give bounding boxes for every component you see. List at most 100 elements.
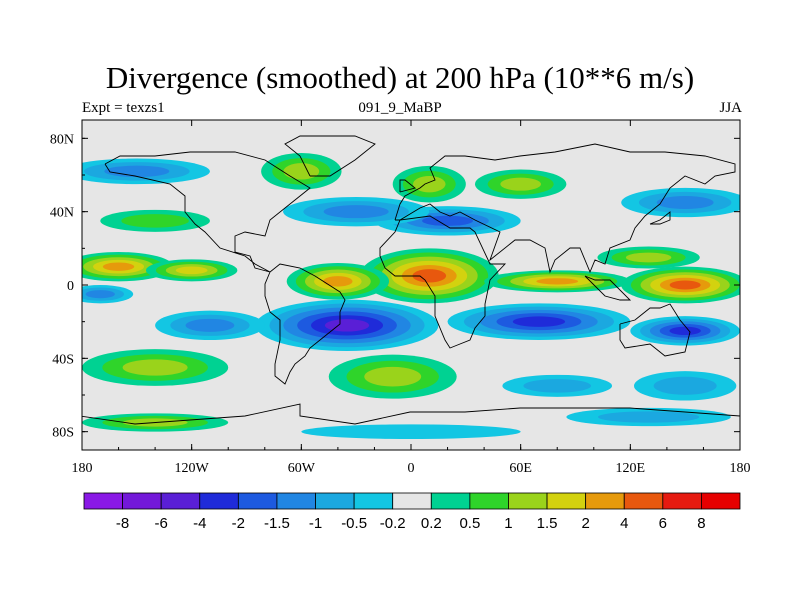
colorbar-box	[276, 492, 316, 510]
colorbar-label: -8	[116, 515, 129, 532]
colorbar-box	[585, 492, 625, 510]
colorbar-box	[508, 492, 548, 510]
contour-fill	[669, 280, 701, 290]
colorbar-label: -0.5	[341, 515, 367, 532]
field-feature	[633, 371, 737, 401]
axes: 180 120W 60W 0 60E 120E 180 80N 40N 0 40S 80S	[50, 120, 751, 476]
field-feature	[301, 424, 521, 439]
field-feature	[255, 299, 439, 352]
y-tick-label: 80S	[52, 426, 74, 441]
coastline	[284, 135, 376, 177]
colorbar-label: 0.2	[421, 515, 442, 532]
colorbar-box	[662, 492, 702, 510]
colorbar-label: -4	[193, 515, 206, 532]
contour-fill	[656, 195, 714, 210]
colorbar-box	[122, 492, 162, 510]
colorbar-label: 8	[697, 515, 705, 532]
colorbar-box	[353, 492, 394, 510]
subtitle-center: 091_9_MaBP	[358, 100, 442, 116]
coastline	[379, 215, 507, 349]
x-tick-label: 60E	[509, 461, 532, 476]
contour-fill	[283, 163, 320, 180]
contour-fill	[323, 205, 389, 219]
colorbar-label: -0.2	[380, 515, 406, 532]
colorbar-box	[623, 492, 664, 510]
coastline	[394, 143, 736, 274]
contour-fill	[412, 269, 447, 283]
contour-fill	[102, 262, 135, 271]
field-feature	[283, 197, 430, 227]
contour-fill	[175, 266, 208, 275]
contour-fill	[324, 319, 370, 332]
contour-fill	[597, 411, 700, 423]
contour-fill	[364, 366, 422, 387]
contour-fill	[121, 214, 189, 228]
contour-fill	[536, 278, 579, 285]
field-feature	[82, 349, 229, 386]
colorbar-label: 2	[581, 515, 589, 532]
contour-fill	[523, 379, 591, 393]
y-tick-label: 40S	[52, 352, 74, 367]
chart-title: Divergence (smoothed) at 200 hPa (10**6 …	[105, 60, 695, 95]
field-feature	[621, 187, 740, 218]
field-feature	[597, 246, 700, 269]
colorbar-label: -6	[155, 515, 168, 532]
coastline	[82, 403, 740, 425]
colorbar-box	[83, 492, 123, 510]
contour-fill	[422, 215, 473, 226]
colorbar-box	[160, 492, 201, 510]
contour-fill	[625, 252, 672, 263]
contour-fill	[104, 165, 170, 178]
colorbar-label: 1	[504, 515, 512, 532]
field-feature	[474, 169, 567, 199]
colorbar-box	[546, 492, 587, 510]
x-tick-label: 0	[408, 461, 415, 476]
contour-fill	[323, 276, 353, 287]
colorbar-box	[430, 492, 471, 510]
field-feature	[100, 209, 210, 232]
x-tick-label: 180	[730, 461, 751, 476]
contour-fill	[500, 177, 541, 191]
divergence-field	[82, 153, 740, 439]
contour-fill	[653, 376, 717, 395]
field-feature	[630, 316, 740, 346]
x-tick-label: 60W	[288, 461, 316, 476]
colorbar-box	[701, 492, 741, 510]
field-feature	[502, 374, 613, 397]
field-feature	[566, 407, 731, 427]
coastlines	[82, 135, 740, 425]
y-tick-label: 80N	[50, 132, 74, 147]
colorbar: -8 -6 -4 -2 -1.5 -1 -0.5 -0.2 0.2 0.5 1 1.5 2 4 6 8	[83, 492, 741, 532]
field-feature	[621, 266, 740, 304]
field-feature	[261, 153, 342, 190]
colorbar-label: 1.5	[537, 515, 558, 532]
subtitle-left: Expt = texzs1	[82, 100, 165, 116]
coastline	[399, 179, 416, 193]
field-feature	[82, 158, 210, 185]
colorbar-box	[199, 492, 239, 510]
colorbar-label: -1.5	[264, 515, 290, 532]
field-feature	[484, 270, 631, 293]
colorbar-label: -2	[232, 515, 245, 532]
colorbar-box	[315, 492, 355, 510]
contour-fill	[413, 176, 446, 193]
colorbar-label: 6	[659, 515, 667, 532]
field-feature	[359, 248, 499, 304]
coastline	[264, 263, 346, 385]
contour-fill	[85, 290, 115, 299]
field-feature	[145, 259, 238, 282]
colorbar-box	[237, 492, 278, 510]
contour-fill	[122, 359, 188, 376]
x-tick-label: 120W	[175, 461, 210, 476]
colorbar-box	[469, 492, 509, 510]
contour-fill	[301, 424, 521, 439]
contour-fill	[185, 318, 235, 332]
colorbar-label: 0.5	[459, 515, 480, 532]
y-tick-label: 40N	[50, 206, 74, 221]
coastline	[619, 303, 691, 357]
contour-fill	[512, 316, 566, 327]
field-feature	[82, 285, 134, 304]
subtitle-right: JJA	[719, 100, 742, 116]
x-tick-label: 180	[72, 461, 93, 476]
